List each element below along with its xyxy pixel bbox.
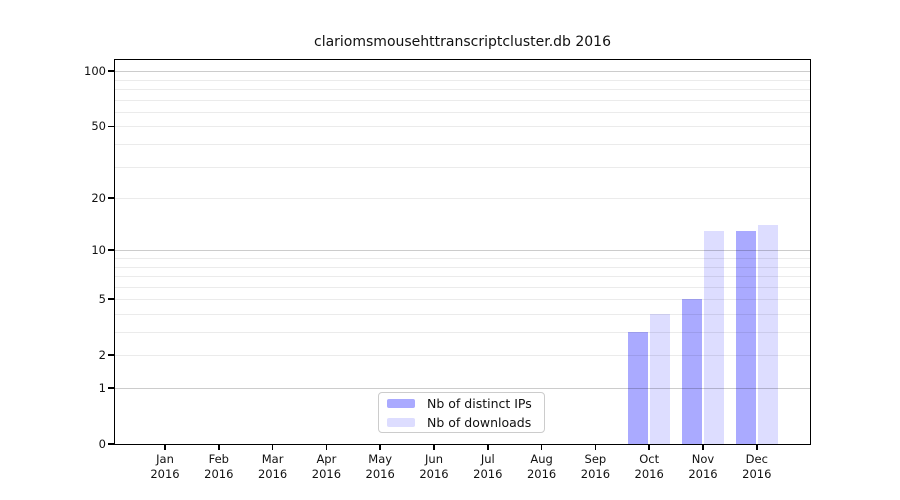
gridline-minor-90 — [115, 79, 810, 81]
gridline-minor-5 — [115, 299, 810, 301]
x-axis-tick-jan — [164, 445, 166, 450]
x-axis-tick-jul — [487, 445, 489, 450]
y-axis-tick-label-0: 0 — [98, 437, 106, 451]
y-axis-tick-label-2: 2 — [98, 348, 106, 363]
legend-entry-distinct-ips: Nb of distinct IPs — [387, 395, 536, 411]
bar-distinct-ips-oct — [628, 332, 649, 444]
y-axis-tick-20 — [108, 197, 114, 199]
x-axis-tick-sep — [594, 445, 597, 450]
y-axis-tick-2 — [108, 354, 114, 357]
x-axis-tick-mar — [271, 445, 274, 450]
gridline-minor-70 — [115, 99, 810, 101]
x-axis-tick-label-may: May 2016 — [365, 452, 395, 481]
y-axis-tick-label-100: 100 — [84, 64, 106, 79]
y-axis-tick-label-1: 1 — [98, 381, 106, 395]
x-axis-tick-apr — [325, 445, 328, 450]
y-axis-tick-label-20: 20 — [91, 191, 106, 206]
x-axis-tick-label-oct: Oct 2016 — [634, 452, 664, 481]
gridline-minor-9 — [115, 257, 810, 259]
bar-distinct-ips-nov — [682, 299, 702, 444]
x-axis-tick-label-jun: Jun 2016 — [419, 452, 449, 481]
y-axis-tick-label-5: 5 — [98, 292, 106, 307]
bar-distinct-ips-dec — [735, 230, 756, 444]
x-axis-tick-label-dec: Dec 2016 — [742, 452, 772, 481]
gridline-minor-50 — [115, 126, 810, 128]
x-axis-tick-label-feb: Feb 2016 — [204, 452, 234, 481]
gridline-major-100 — [115, 71, 810, 73]
y-axis-tick-0 — [108, 443, 114, 445]
x-axis-tick-label-nov: Nov 2016 — [688, 452, 718, 481]
gridline-minor-30 — [115, 166, 810, 168]
x-axis-tick-label-aug: Aug 2016 — [526, 452, 557, 481]
plot-area: Nb of distinct IPs Nb of downloads — [114, 59, 811, 445]
x-axis-tick-dec — [756, 445, 758, 450]
gridline-major-10 — [115, 250, 810, 252]
x-axis-tick-jun — [433, 445, 435, 450]
legend-label-distinct-ips: Nb of distinct IPs — [427, 395, 532, 411]
x-axis-tick-feb — [218, 445, 220, 450]
x-axis-tick-aug — [540, 445, 543, 450]
bar-downloads-dec — [757, 225, 778, 444]
chart-title: clariomsmousehttranscriptcluster.db 2016 — [314, 34, 611, 50]
y-axis-tick-1 — [108, 387, 114, 389]
gridline-minor-20 — [115, 198, 810, 200]
gridline-minor-40 — [115, 144, 810, 145]
gridline-major-1 — [115, 388, 810, 389]
bar-downloads-oct — [650, 313, 671, 444]
gridline-minor-80 — [115, 89, 810, 90]
legend: Nb of distinct IPs Nb of downloads — [378, 392, 545, 433]
gridline-minor-6 — [115, 286, 810, 288]
y-axis-tick-label-50: 50 — [91, 119, 106, 134]
y-axis-tick-100 — [108, 70, 114, 72]
legend-label-downloads: Nb of downloads — [427, 414, 532, 430]
gridline-minor-2 — [115, 355, 810, 357]
bar-downloads-nov — [704, 230, 724, 444]
gridline-minor-8 — [115, 266, 810, 268]
x-axis-tick-label-jul: Jul 2016 — [473, 452, 503, 481]
gridline-minor-3 — [115, 332, 810, 333]
y-axis-tick-label-10: 10 — [91, 243, 106, 258]
y-axis-tick-5 — [108, 298, 114, 301]
x-axis-tick-oct — [648, 445, 650, 450]
x-axis-tick-may — [379, 445, 381, 450]
x-axis-tick-label-jan: Jan 2016 — [150, 452, 180, 481]
gridline-minor-7 — [115, 276, 810, 278]
x-axis-tick-label-sep: Sep 2016 — [580, 452, 611, 481]
x-axis-tick-label-mar: Mar 2016 — [257, 452, 288, 481]
gridline-minor-60 — [115, 111, 810, 113]
x-axis-tick-label-apr: Apr 2016 — [311, 452, 342, 481]
y-axis-tick-50 — [108, 125, 114, 128]
legend-entry-downloads: Nb of downloads — [387, 414, 536, 430]
legend-swatch-distinct-ips — [387, 398, 415, 408]
legend-swatch-downloads — [387, 417, 415, 427]
y-axis-tick-10 — [108, 249, 114, 252]
x-axis-tick-nov — [702, 445, 704, 450]
gridline-minor-4 — [115, 313, 810, 315]
